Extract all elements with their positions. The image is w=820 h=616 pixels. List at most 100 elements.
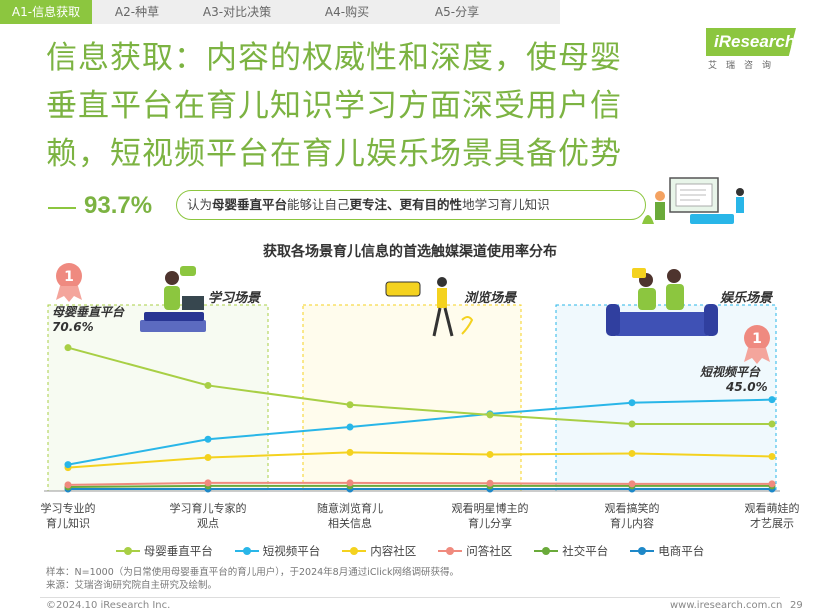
- legend-item-ecommerce: 电商平台: [630, 541, 704, 561]
- tab-seeding[interactable]: A2-种草: [114, 5, 160, 19]
- page-headline: 信息获取：内容的权威性和深度，使母婴 垂直平台在育儿知识学习方面深受用户信 赖，…: [46, 34, 696, 178]
- point-qa-5: [768, 480, 776, 488]
- footnote: 样本：N=1000（为日常使用母婴垂直平台的育儿用户），于2024年8月通过iC…: [46, 566, 459, 592]
- x-tick-label-2-1: 相关信息: [328, 516, 372, 530]
- footnote-source: 来源：艾瑞咨询研究院自主研究及绘制。: [46, 580, 218, 591]
- legend-marker-social: [534, 546, 559, 556]
- point-shortvideo-5: [768, 396, 776, 404]
- footer-copyright: ©2024.10 iResearch Inc.: [46, 600, 171, 611]
- legend-label-ecommerce: 电商平台: [658, 544, 705, 558]
- annotation-value-shortvideo: 45.0%: [725, 380, 768, 394]
- learning-scene-frame: [47, 304, 269, 492]
- point-content-3: [486, 450, 494, 458]
- point-vertical-1: [204, 381, 212, 389]
- x-tick-label-1-0: 学习育儿专家的: [170, 501, 247, 515]
- legend-label-qa: 问答社区: [466, 544, 513, 558]
- x-tick-label-1-1: 观点: [197, 517, 219, 530]
- x-tick-label-4-0: 观看搞笑的: [605, 501, 660, 515]
- logo-subtitle: 艾瑞咨询: [708, 61, 781, 71]
- scene-label-entertainment: 娱乐场景: [720, 290, 774, 306]
- point-vertical-3: [486, 411, 494, 419]
- point-shortvideo-0: [64, 461, 72, 469]
- iresearch-logo: iResearch 艾瑞咨询: [700, 26, 800, 72]
- chart-legend: 母婴垂直平台 短视频平台 内容社区 问答社区 社交平台 电商平台: [0, 541, 820, 561]
- legend-marker-shortvideo: [234, 546, 259, 556]
- legend-item-shortvideo: 短视频平台: [234, 541, 321, 561]
- point-shortvideo-1: [204, 435, 212, 443]
- study-illustration: [642, 177, 744, 224]
- point-vertical-4: [628, 420, 636, 428]
- scene-label-learning: 学习场景: [208, 290, 262, 306]
- browsing-scene-frame: [302, 304, 522, 492]
- stat-bold-focus: 更专注、更有目的性: [349, 197, 463, 212]
- point-shortvideo-2: [346, 423, 354, 431]
- point-content-4: [628, 449, 636, 457]
- series-line-qa: [67, 481, 772, 486]
- headline-line-1: 信息获取：内容的权威性和深度，使母婴: [46, 40, 622, 76]
- legend-label-social: 社交平台: [562, 544, 609, 558]
- footer-url[interactable]: www.iresearch.com.cn: [670, 600, 783, 611]
- legend-item-qa: 问答社区: [438, 541, 512, 561]
- x-tick-label-4-1: 育儿内容: [610, 516, 654, 530]
- point-vertical-2: [346, 401, 354, 409]
- tab-info-acquisition[interactable]: A1-信息获取: [0, 0, 92, 24]
- stat-percent: 93.7%: [84, 192, 153, 219]
- line-chart: 学习场景 浏览场景 娱乐场景 1 1: [41, 263, 800, 530]
- x-tick-label-5-1: 才艺展示: [750, 516, 794, 530]
- point-content-2: [346, 448, 354, 456]
- footnote-sample: 样本：N=1000（为日常使用母婴垂直平台的育儿用户），于2024年8月通过iC…: [46, 567, 459, 578]
- x-tick-label-5-0: 观看萌娃的: [745, 501, 800, 515]
- x-tick-label-2-0: 随意浏览育儿: [317, 501, 383, 515]
- tab-share[interactable]: A5-分享: [434, 5, 480, 19]
- scene-label-browsing: 浏览场景: [464, 290, 518, 306]
- page-number: 29: [790, 600, 803, 611]
- stat-middle: 能够让自己: [287, 197, 350, 212]
- point-qa-2: [346, 479, 354, 487]
- headline-line-2: 垂直平台在育儿知识学习方面深受用户信: [46, 88, 622, 124]
- stat-suffix: 地学习育儿知识: [462, 197, 550, 212]
- rank-badge-shortvideo: 1: [744, 325, 770, 364]
- legend-item-social: 社交平台: [534, 541, 608, 561]
- series-line-vertical: [67, 346, 772, 426]
- browsing-illustration: [385, 277, 474, 337]
- chart-title: 获取各场景育儿信息的首选触媒渠道使用率分布: [263, 244, 557, 260]
- tab-purchase[interactable]: A4-购买: [324, 5, 370, 19]
- stat-dash: [48, 207, 76, 209]
- series-line-social: [67, 484, 772, 488]
- x-tick-label-0-0: 学习专业的: [41, 501, 96, 515]
- rank-number-shortvideo: 1: [752, 331, 762, 347]
- legend-item-vertical: 母婴垂直平台: [115, 541, 213, 561]
- tab-comparison-decision[interactable]: A3-对比决策: [202, 5, 272, 19]
- legend-marker-qa: [438, 546, 463, 556]
- rank-badge-vertical: 1: [56, 263, 82, 302]
- x-tick-label-3-1: 育儿分享: [468, 516, 512, 530]
- annotation-name-vertical: 母婴垂直平台: [52, 305, 125, 319]
- learning-illustration: [140, 266, 206, 332]
- legend-label-vertical: 母婴垂直平台: [143, 544, 213, 558]
- legend-marker-vertical: [115, 546, 140, 556]
- footer-divider: [40, 597, 780, 598]
- legend-label-content: 内容社区: [370, 544, 417, 558]
- rank-number-vertical: 1: [64, 269, 74, 285]
- point-content-5: [768, 452, 776, 460]
- entertainment-illustration: [606, 268, 718, 336]
- legend-item-content: 内容社区: [342, 541, 416, 561]
- legend-label-shortvideo: 短视频平台: [262, 544, 321, 558]
- legend-marker-content: [342, 546, 367, 556]
- legend-marker-ecommerce: [630, 546, 655, 556]
- x-tick-label-3-0: 观看明星博主的: [452, 501, 529, 515]
- series-line-content: [67, 451, 773, 469]
- point-qa-1: [204, 479, 212, 487]
- point-qa-0: [64, 481, 72, 489]
- point-qa-3: [486, 479, 494, 487]
- stage-tabs: A1-信息获取 A2-种草 A3-对比决策 A4-购买 A5-分享: [0, 0, 560, 24]
- point-shortvideo-4: [628, 399, 636, 407]
- series-line-shortvideo: [67, 398, 773, 466]
- stat-statement: 认为母婴垂直平台能够让自己更专注、更有目的性地学习育儿知识: [176, 190, 646, 220]
- point-vertical-0: [64, 344, 72, 352]
- annotation-name-shortvideo: 短视频平台: [700, 365, 761, 379]
- series-layer: [64, 344, 776, 493]
- headline-line-3: 赖，短视频平台在育儿娱乐场景具备优势: [46, 136, 622, 172]
- logo-wordmark: iResearch: [706, 28, 796, 56]
